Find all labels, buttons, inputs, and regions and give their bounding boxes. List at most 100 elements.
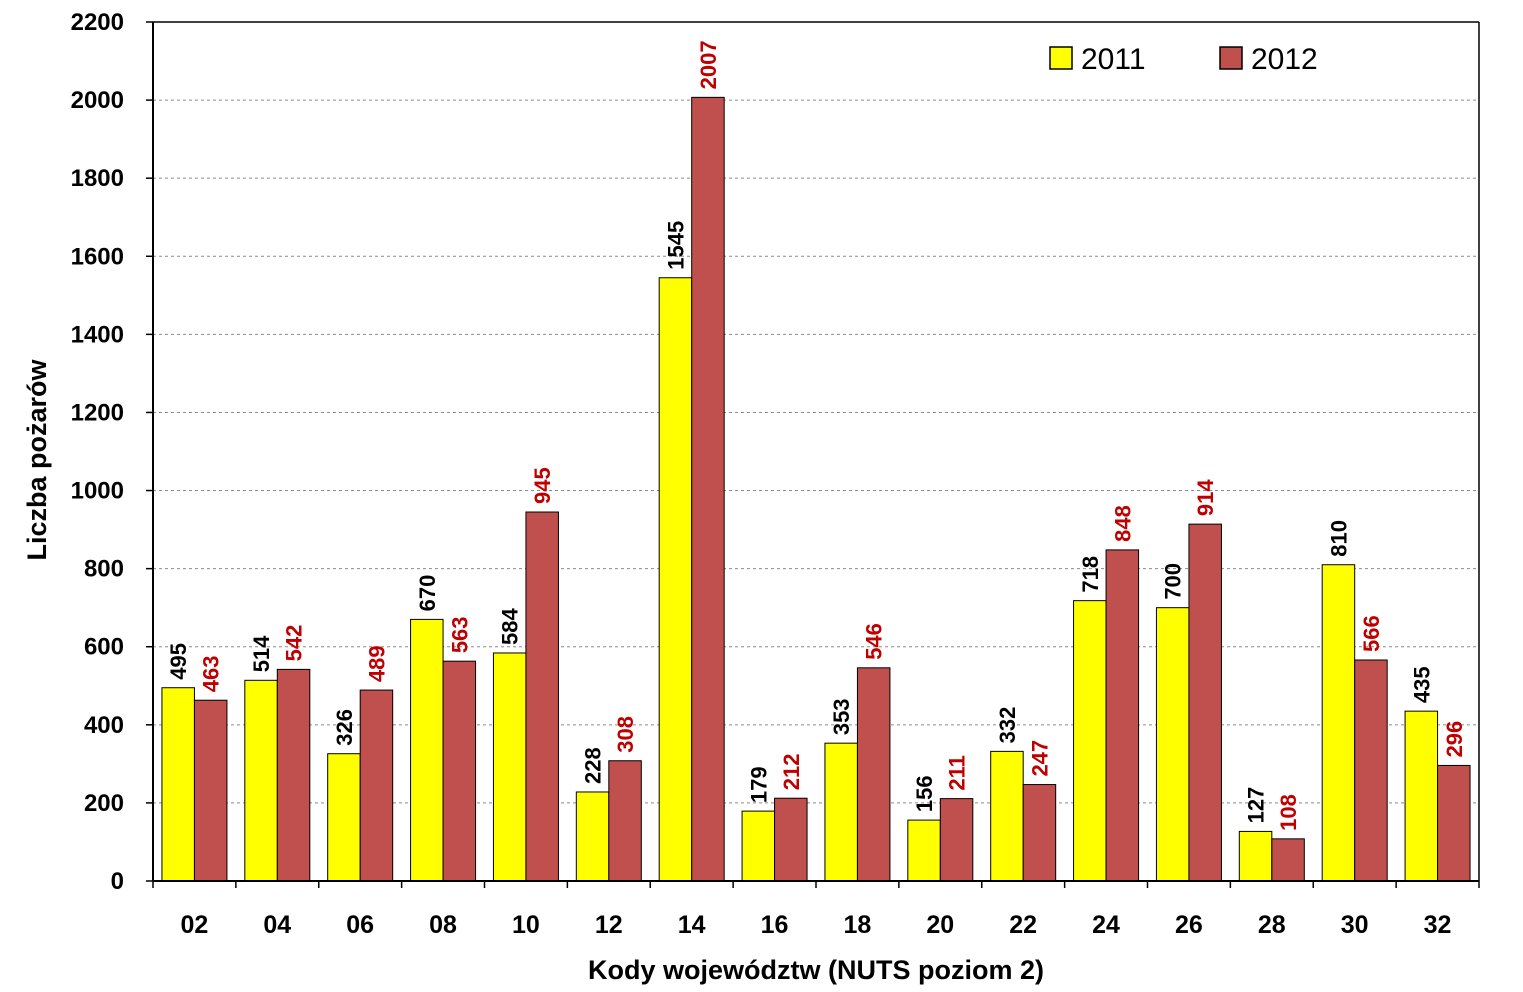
bar-2011-24 <box>1073 600 1107 882</box>
data-label-2011-20: 156 <box>912 775 937 812</box>
data-label-2012-06: 489 <box>364 645 389 682</box>
bar-2011-10 <box>492 652 527 882</box>
data-label-2012-08: 563 <box>447 616 472 653</box>
data-label-2011-22: 332 <box>995 707 1020 744</box>
bar-2012-16 <box>774 797 808 882</box>
y-tick-label: 1600 <box>71 243 124 270</box>
data-label-2011-10: 584 <box>498 608 523 645</box>
gridlines <box>146 21 1480 888</box>
data-label-2011-06: 326 <box>332 709 357 746</box>
legend-label-2012: 2012 <box>1251 43 1318 76</box>
legend-swatch-2011 <box>1049 46 1073 70</box>
data-label-2012-10: 945 <box>530 467 555 504</box>
data-label-2011-26: 700 <box>1161 563 1186 600</box>
y-tick-label: 2200 <box>71 9 124 36</box>
bar-2012-30 <box>1354 659 1388 882</box>
x-tick-label: 32 <box>1424 911 1452 939</box>
data-label-2012-04: 542 <box>282 625 307 662</box>
data-labels: 495 463 514 542 326 489 670 563 584 945 228 308 1545… <box>166 40 1467 830</box>
bar-2011-14 <box>658 277 693 882</box>
bars <box>161 96 1471 882</box>
data-label-2011-04: 514 <box>249 635 274 672</box>
bar-2011-02 <box>161 687 195 882</box>
data-label-2012-22: 247 <box>1027 740 1052 777</box>
bar-2012-06 <box>359 689 394 882</box>
x-tick-labels: 02 04 06 08 10 12 14 16 18 20 22 24 26 28 30 32 <box>181 911 1452 939</box>
bar-2012-32 <box>1437 764 1471 882</box>
data-label-2012-28: 108 <box>1276 794 1301 831</box>
bar-2011-08 <box>410 618 444 882</box>
x-tick-label: 06 <box>346 911 374 939</box>
bar-2012-14 <box>691 96 725 882</box>
x-tick-label: 30 <box>1341 911 1369 939</box>
x-tick-label: 10 <box>512 911 540 939</box>
bar-2012-08 <box>442 660 477 882</box>
bar-2012-28 <box>1271 838 1305 882</box>
bar-2011-28 <box>1238 830 1273 882</box>
y-tick-label: 1400 <box>71 321 124 348</box>
x-tick-label: 08 <box>429 911 457 939</box>
bar-2012-04 <box>276 668 311 882</box>
data-label-2012-30: 566 <box>1359 615 1384 652</box>
bar-2012-18 <box>856 667 891 882</box>
y-tick-labels: 0 200 400 600 800 1000 1200 1400 1600 1800 2000 220… <box>71 9 124 895</box>
bar-2011-12 <box>575 791 610 882</box>
y-tick-label: 1800 <box>71 165 124 192</box>
x-tick-label: 02 <box>181 911 209 939</box>
bar-2011-18 <box>824 742 858 882</box>
data-label-2012-14: 2007 <box>696 40 721 89</box>
data-label-2011-02: 495 <box>166 643 191 680</box>
x-tick-label: 22 <box>1009 911 1037 939</box>
data-label-2011-16: 179 <box>746 766 771 803</box>
data-label-2012-32: 296 <box>1442 721 1467 758</box>
data-label-2011-18: 353 <box>829 698 854 735</box>
legend-swatch-2012 <box>1219 46 1243 70</box>
data-label-2011-12: 228 <box>581 747 606 784</box>
data-label-2012-24: 848 <box>1110 505 1135 542</box>
bar-2011-26 <box>1155 607 1190 882</box>
bar-2011-06 <box>327 753 361 882</box>
data-label-2011-32: 435 <box>1409 666 1434 703</box>
y-axis-title: Liczba pożarów <box>22 358 52 560</box>
y-tick-label: 2000 <box>71 87 124 114</box>
axes <box>152 21 1480 882</box>
bar-2012-12 <box>608 760 642 882</box>
data-label-2012-12: 308 <box>613 716 638 753</box>
x-tick-label: 24 <box>1092 911 1120 939</box>
data-label-2011-28: 127 <box>1244 787 1269 824</box>
y-tick-label: 400 <box>84 712 124 739</box>
bar-2011-30 <box>1321 564 1356 882</box>
legend-label-2011: 2011 <box>1081 43 1146 76</box>
y-tick-label: 1000 <box>71 478 124 505</box>
data-label-2012-18: 546 <box>862 623 887 660</box>
bar-2012-22 <box>1022 784 1057 882</box>
x-tick-label: 20 <box>926 911 954 939</box>
data-label-2011-24: 718 <box>1078 556 1103 593</box>
bar-2012-02 <box>193 699 228 882</box>
bar-2011-20 <box>907 819 941 882</box>
bar-2011-32 <box>1404 710 1439 882</box>
y-tick-label: 600 <box>84 634 124 661</box>
data-label-2011-08: 670 <box>415 575 440 612</box>
bar-2012-20 <box>939 798 974 882</box>
y-tick-label: 0 <box>111 868 124 895</box>
y-tick-label: 1200 <box>71 399 124 426</box>
y-tick-label: 800 <box>84 556 124 583</box>
x-tick-label: 12 <box>595 911 623 939</box>
x-tick-label: 14 <box>678 911 706 939</box>
data-label-2011-30: 810 <box>1326 520 1351 557</box>
bar-2011-16 <box>741 810 776 882</box>
data-label-2012-20: 211 <box>945 755 970 791</box>
x-tick-label: 16 <box>761 911 789 939</box>
y-tick-label: 200 <box>84 790 124 817</box>
x-tick-label: 26 <box>1175 911 1203 939</box>
x-tick-label: 28 <box>1258 911 1286 939</box>
bar-2012-24 <box>1105 549 1140 882</box>
x-tick-label: 18 <box>844 911 872 939</box>
data-label-2011-14: 1545 <box>663 221 688 270</box>
data-label-2012-26: 914 <box>1193 479 1218 516</box>
bar-2011-22 <box>990 750 1024 882</box>
data-label-2012-16: 212 <box>779 754 804 791</box>
bar-2012-26 <box>1188 523 1222 882</box>
